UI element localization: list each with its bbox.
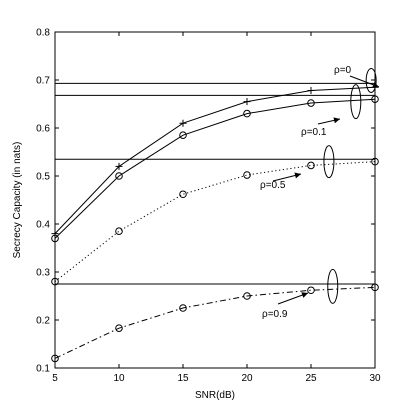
series-0-point-2 xyxy=(179,119,187,127)
plot-axes: 5 10 15 20 25 30 0.1 0.2 0.3 0.4 0.5 0.6 0.7 0.8 xyxy=(36,28,381,385)
series-3-point-2 xyxy=(179,304,187,312)
series-3-point-5 xyxy=(371,283,379,292)
annotation-ellipse-0 xyxy=(365,67,377,93)
annotation-ellipse-3 xyxy=(327,268,339,304)
series-2-point-0 xyxy=(51,277,59,286)
series-0-point-0 xyxy=(51,230,59,238)
series-3-line xyxy=(54,286,376,359)
annotation-ellipse-2 xyxy=(323,145,335,179)
y-tick-label-6: 0.7 xyxy=(36,76,50,87)
series-layer xyxy=(51,83,379,363)
y-tick-label-1: 0.2 xyxy=(36,316,50,327)
annotation-arrowhead-3 xyxy=(301,292,308,298)
annotation-label-1: ρ=0.1 xyxy=(301,127,327,138)
series-0-point-3 xyxy=(243,98,251,106)
series-1-point-1 xyxy=(115,172,123,180)
series-1-point-4 xyxy=(307,99,315,107)
series-1-point-0 xyxy=(51,234,59,243)
series-1-point-3 xyxy=(243,109,251,118)
x-tick-label-5: 30 xyxy=(369,373,381,384)
annotation-arrowhead-2 xyxy=(294,172,301,179)
asymptote-lines xyxy=(55,82,375,285)
y-tick-label-2: 0.3 xyxy=(36,268,50,279)
x-tick-label-4: 25 xyxy=(305,373,317,384)
x-tick-label-0: 5 xyxy=(52,373,58,384)
annotation-label-3: ρ=0.9 xyxy=(262,309,288,320)
series-3-point-3 xyxy=(243,292,251,300)
y-axis-label: Secrecy Capacity (in nats) xyxy=(12,142,23,259)
y-tick-label-3: 0.4 xyxy=(36,220,50,231)
plot-frame xyxy=(54,31,376,369)
series-0-line xyxy=(54,86,376,234)
series-0-point-1 xyxy=(115,162,123,170)
series-2-point-3 xyxy=(243,171,251,179)
annotation-label-0: ρ=0 xyxy=(334,65,352,76)
series-0-point-4 xyxy=(307,87,315,95)
y-tick-label-0: 0.1 xyxy=(36,364,50,375)
series-1-line xyxy=(54,98,376,239)
y-tick-label-7: 0.8 xyxy=(36,28,50,39)
series-2-point-4 xyxy=(307,161,315,170)
series-3-point-4 xyxy=(307,286,315,295)
y-tick-label-5: 0.6 xyxy=(36,124,50,135)
x-tick-label-2: 15 xyxy=(177,373,189,384)
series-2-point-5 xyxy=(371,157,379,166)
y-tick-label-4: 0.5 xyxy=(36,172,50,183)
x-tick-label-1: 10 xyxy=(113,373,125,384)
annotation-arrowhead-0 xyxy=(372,82,379,88)
series-3-point-0 xyxy=(51,354,59,363)
x-axis-label: SNR(dB) xyxy=(195,390,235,401)
annotation-label-2: ρ=0.5 xyxy=(260,180,286,191)
series-2-point-2 xyxy=(179,190,187,199)
annotation-layer: ρ=0 ρ=0.1 ρ=0.5 ρ=0.9 xyxy=(260,65,380,320)
series-3-point-1 xyxy=(115,324,123,332)
series-1-point-2 xyxy=(179,131,187,139)
series-2-point-1 xyxy=(115,227,123,235)
x-tick-label-3: 20 xyxy=(241,373,253,384)
annotation-ellipse-1 xyxy=(350,84,362,120)
series-2-line xyxy=(54,161,376,282)
annotation-arrowhead-1 xyxy=(333,117,340,124)
series-1-point-5 xyxy=(371,95,379,103)
